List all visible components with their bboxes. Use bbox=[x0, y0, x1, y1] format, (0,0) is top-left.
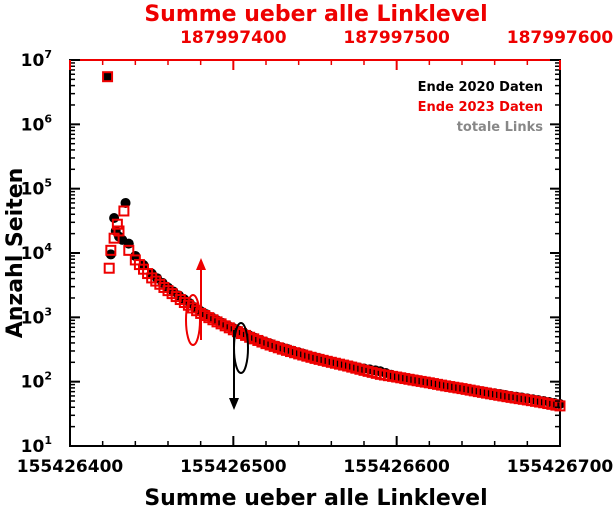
x-tick-label: 155426600 bbox=[343, 457, 450, 477]
y-tick-label: 105 bbox=[21, 177, 52, 200]
point-2020 bbox=[120, 197, 131, 208]
legend-entry-2020: Ende 2020 Daten bbox=[418, 80, 543, 95]
y-tick-label: 106 bbox=[21, 112, 53, 135]
point-2020 bbox=[102, 71, 113, 82]
point-2023 bbox=[113, 225, 125, 237]
y-tick-label: 101 bbox=[21, 434, 52, 457]
point-2023 bbox=[123, 244, 135, 256]
bottom-axis-title: Summe ueber alle Linklevel bbox=[144, 486, 487, 508]
legend: Ende 2020 Daten Ende 2023 Daten totale L… bbox=[418, 80, 544, 135]
arrow-up-icon bbox=[196, 258, 206, 270]
point-2023 bbox=[105, 244, 117, 256]
axis-indicators bbox=[185, 258, 249, 410]
point-2023 bbox=[103, 262, 115, 274]
y-tick-label: 107 bbox=[21, 48, 52, 71]
top-axis-title: Summe ueber alle Linklevel bbox=[144, 2, 487, 27]
arrow-down-icon bbox=[229, 398, 239, 410]
data-points bbox=[102, 71, 566, 412]
point-2023 bbox=[102, 71, 114, 83]
y-axis-title: Anzahl Seiten bbox=[3, 168, 28, 339]
x-tick-label: 155426400 bbox=[17, 457, 124, 477]
y-tick-label: 102 bbox=[21, 370, 52, 393]
x-tick-label: 155426500 bbox=[180, 457, 287, 477]
x2-tick-label: 187997600 bbox=[507, 28, 614, 48]
point-2020 bbox=[109, 212, 120, 223]
x2-tick-label: 187997400 bbox=[180, 28, 287, 48]
axis-ticks: 101 102 103 104 105 106 107 155426400 155426500 1… bbox=[17, 28, 614, 477]
x2-tick-label: 187997500 bbox=[343, 28, 450, 48]
legend-entry-2023: Ende 2023 Daten bbox=[418, 100, 543, 115]
y-tick-label: 103 bbox=[21, 305, 52, 328]
point-2023 bbox=[111, 218, 123, 230]
legend-entry-totale-links: totale Links bbox=[457, 120, 544, 135]
point-2023 bbox=[118, 205, 130, 217]
y-tick-label: 104 bbox=[21, 241, 53, 264]
x-tick-label: 155426700 bbox=[507, 457, 614, 477]
